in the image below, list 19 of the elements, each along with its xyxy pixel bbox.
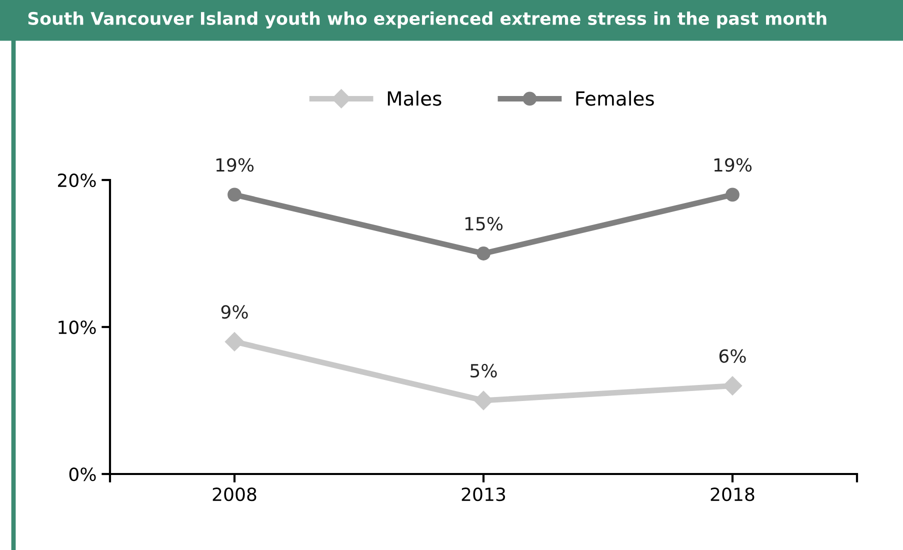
data-label: 9% — [221, 305, 248, 319]
data-label: 15% — [465, 216, 503, 231]
data-label: 19% — [216, 158, 254, 172]
x-tick-label: 2008 — [212, 488, 256, 502]
y-tick-label: 10% — [58, 320, 96, 334]
data-label: 19% — [714, 158, 752, 172]
legend-label: Males — [388, 90, 442, 106]
point — [726, 188, 740, 202]
x-tick-label: 2018 — [710, 488, 754, 502]
legend-label: Females — [576, 90, 654, 106]
y-tick-label: 20% — [58, 173, 96, 188]
point — [228, 188, 242, 202]
chart-title: South Vancouver Island youth who experienced extreme stress in the past month — [28, 12, 826, 28]
data-label: 6% — [719, 349, 746, 363]
x-tick-label: 2013 — [462, 488, 506, 502]
y-tick-label: 0% — [69, 467, 96, 482]
point — [476, 246, 490, 260]
point — [224, 332, 244, 352]
data-label: 5% — [470, 364, 497, 378]
